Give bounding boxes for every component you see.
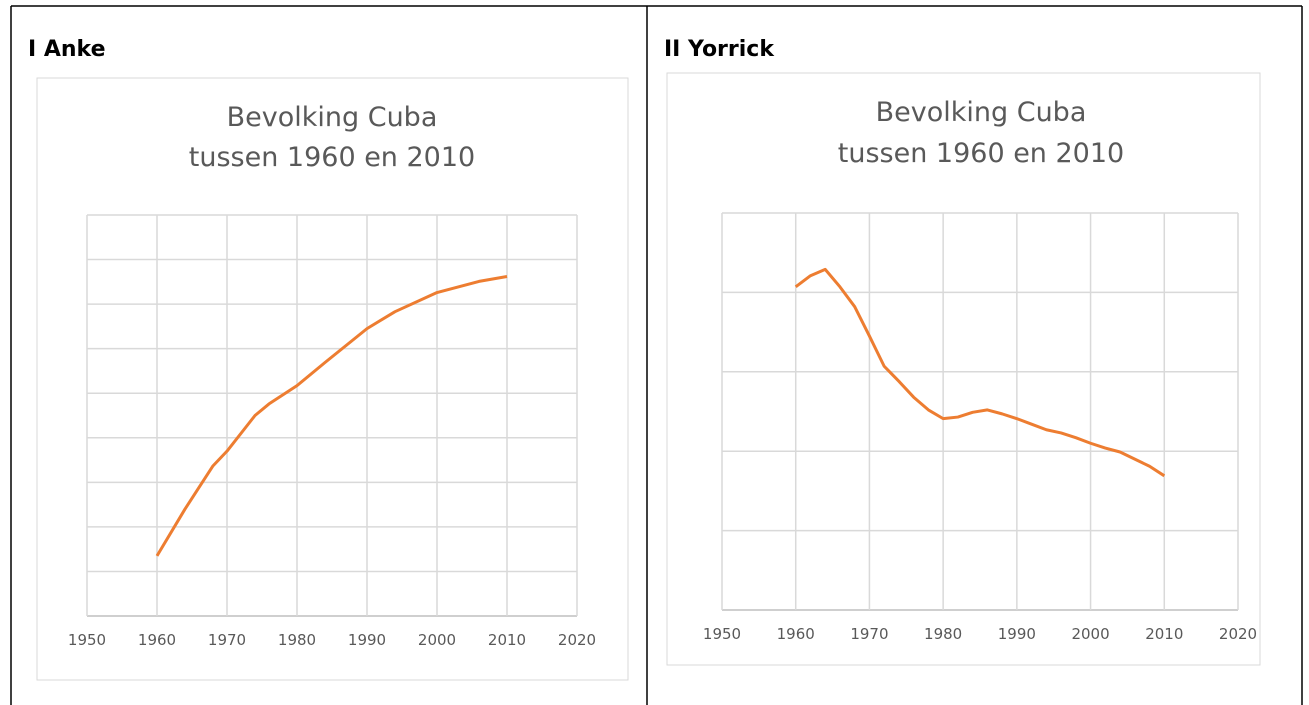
x-tick-label: 2020 — [558, 631, 596, 649]
chart-title: Bevolking Cuba — [227, 102, 438, 133]
x-tick-label: 1950 — [703, 625, 741, 643]
x-tick-label: 1960 — [777, 625, 815, 643]
chart-frame — [36, 77, 629, 681]
x-tick-label: 1960 — [138, 631, 176, 649]
heading: I Anke — [28, 37, 106, 62]
x-tick-label: 1990 — [998, 625, 1036, 643]
heading: II Yorrick — [664, 37, 775, 62]
data-line — [155, 275, 508, 557]
chart-subtitle: tussen 1960 en 2010 — [189, 142, 475, 173]
x-tick-label: 1970 — [850, 625, 888, 643]
chart-subtitle: tussen 1960 en 2010 — [838, 138, 1124, 169]
chart-title: Bevolking Cuba — [876, 97, 1087, 128]
x-tick-label: 1970 — [208, 631, 246, 649]
x-tick-label: 2000 — [1071, 625, 1109, 643]
chart-frame — [666, 72, 1261, 666]
data-line — [794, 267, 1166, 478]
x-tick-label: 2000 — [418, 631, 456, 649]
x-tick-label: 2010 — [1145, 625, 1183, 643]
x-tick-label: 2010 — [488, 631, 526, 649]
x-tick-label: 2020 — [1219, 625, 1257, 643]
x-tick-label: 1990 — [348, 631, 386, 649]
x-tick-label: 1950 — [68, 631, 106, 649]
x-tick-label: 1980 — [924, 625, 962, 643]
x-tick-label: 1980 — [278, 631, 316, 649]
